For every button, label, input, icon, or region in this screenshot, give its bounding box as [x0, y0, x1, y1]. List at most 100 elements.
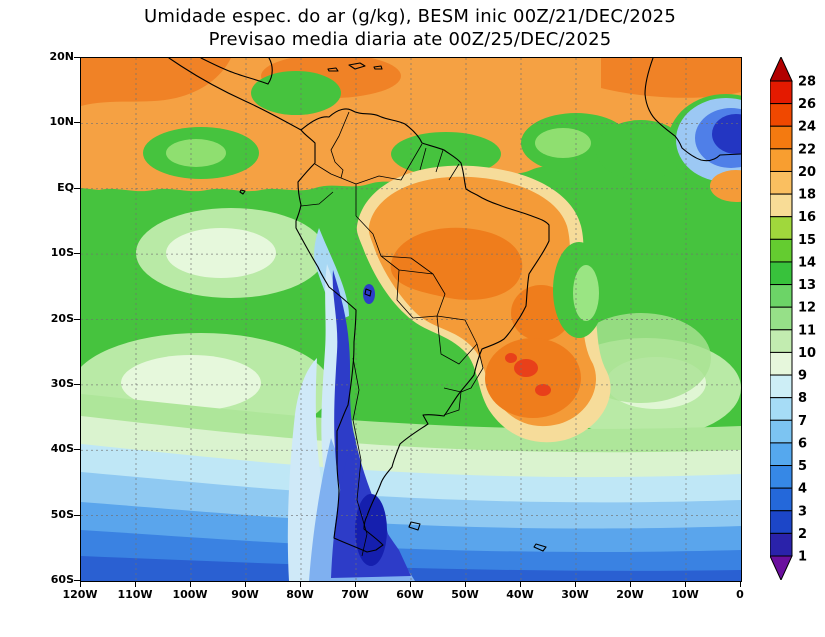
colorbar-segment: [769, 329, 793, 353]
colorbar-level-label: 26: [798, 97, 816, 112]
colorbar-segment: [769, 465, 793, 489]
colorbar-level-label: 24: [798, 120, 816, 135]
colorbar-segment: [769, 374, 793, 399]
lat-axis-tick: [74, 318, 80, 320]
colorbar-level-label: 15: [798, 233, 816, 248]
lon-axis-tick: [630, 581, 631, 587]
lon-axis-label: 40W: [506, 588, 534, 601]
lon-axis-label: 60W: [396, 588, 424, 601]
colorbar-level-label: 8: [798, 391, 807, 406]
colorbar-segment: [769, 103, 793, 127]
lon-axis-label: 100W: [172, 588, 208, 601]
colorbar-segment: [769, 238, 793, 263]
lon-axis-tick: [740, 581, 741, 587]
colorbar-bottom-arrow: [769, 555, 793, 582]
colorbar-level-label: 18: [798, 188, 816, 203]
colorbar-segment: [769, 487, 793, 512]
colorbar-level-label: 1: [798, 550, 807, 565]
lat-axis-label: EQ: [57, 180, 74, 194]
lon-axis-label: 30W: [561, 588, 589, 601]
colorbar-level-label: 13: [798, 278, 816, 293]
colorbar-segment: [769, 510, 793, 534]
lat-axis-tick: [74, 187, 80, 189]
lon-axis-tick: [80, 581, 81, 587]
colorbar-level-label: 14: [798, 255, 816, 270]
lon-axis-label: 20W: [616, 588, 644, 601]
lat-axis-tick: [74, 57, 80, 58]
colorbar-segment: [769, 306, 793, 331]
colorbar-level-label: 2: [798, 527, 807, 542]
colorbar-level-label: 3: [798, 504, 807, 519]
lon-axis-tick: [575, 581, 576, 587]
colorbar-level-label: 11: [798, 323, 816, 338]
lat-axis-tick: [74, 122, 80, 124]
lon-axis-tick: [520, 581, 521, 587]
colorbar-segment: [769, 419, 793, 444]
lon-axis-label: 90W: [231, 588, 259, 601]
lat-axis-label: 20N: [49, 50, 74, 63]
lat-axis-label: 30S: [50, 376, 74, 390]
lon-axis-tick: [190, 581, 191, 587]
lon-axis-label: 10W: [671, 588, 699, 601]
colorbar: 28 26 24 22 20 18 16 15 14 13 12 11 10 9 8 7 6 5 4 3 2 1: [769, 55, 825, 582]
colorbar-level-label: 16: [798, 210, 816, 225]
colorbar-level-label: 9: [798, 369, 807, 384]
map-plot-area: [80, 57, 742, 582]
colorbar-segment: [769, 532, 793, 557]
colorbar-segment: [769, 351, 793, 376]
lat-axis-label: 50S: [50, 507, 74, 521]
lon-axis-tick: [355, 581, 356, 587]
lat-axis-tick: [74, 383, 80, 385]
colorbar-segment: [769, 397, 793, 421]
colorbar-svg: 28 26 24 22 20 18 16 15 14 13 12 11 10 9 8 7 6 5 4 3 2 1: [769, 55, 816, 582]
lon-axis-label: 70W: [341, 588, 369, 601]
lat-axis-label: 10S: [50, 246, 74, 260]
lon-axis-label: 120W: [62, 588, 98, 601]
colorbar-segment: [769, 284, 793, 308]
lon-axis-label: 0: [736, 588, 744, 601]
colorbar-level-label: 28: [798, 75, 816, 90]
lat-axis-tick: [74, 514, 80, 516]
lon-axis-tick: [135, 581, 136, 587]
colorbar-segment: [769, 80, 793, 105]
colorbar-level-label: 4: [798, 482, 807, 497]
lat-axis-tick: [74, 253, 80, 255]
lat-axis-label: 20S: [50, 311, 74, 325]
grid-lines: [81, 58, 741, 581]
lon-axis-tick: [245, 581, 246, 587]
lon-axis-label: 110W: [117, 588, 153, 601]
country-borders: [300, 111, 484, 557]
chart-title: Umidade espec. do ar (g/kg), BESM inic 0…: [144, 6, 676, 27]
colorbar-segment: [769, 442, 793, 467]
lat-axis-label: 60S: [50, 573, 74, 586]
colorbar-level-label: 6: [798, 436, 807, 451]
lon-axis-tick: [300, 581, 301, 587]
colorbar-level-label: 7: [798, 414, 807, 429]
colorbar-segment: [769, 193, 793, 218]
colorbar-segment: [769, 125, 793, 150]
colorbar-segment: [769, 261, 793, 286]
lat-axis-tick: [74, 580, 80, 581]
colorbar-level-label: 5: [798, 459, 807, 474]
colorbar-level-label: 12: [798, 301, 816, 316]
lon-axis-tick: [685, 581, 686, 587]
humidity-field-map: [81, 58, 741, 581]
chart-subtitle: Previsao media diaria ate 00Z/25/DEC/202…: [208, 29, 612, 50]
colorbar-segment: [769, 170, 793, 195]
colorbar-level-label: 10: [798, 346, 816, 361]
lat-axis-label: 10N: [49, 115, 74, 129]
colorbar-segment: [769, 216, 793, 240]
coastline: [168, 58, 741, 553]
colorbar-segment: [769, 148, 793, 172]
lat-axis-tick: [74, 449, 80, 451]
lon-axis-tick: [410, 581, 411, 587]
lon-axis-label: 80W: [286, 588, 314, 601]
colorbar-level-label: 22: [798, 142, 816, 157]
lat-axis-label: 40S: [50, 442, 74, 456]
colorbar-level-label: 20: [798, 165, 816, 180]
lon-axis-label: 50W: [451, 588, 479, 601]
lon-axis-tick: [465, 581, 466, 587]
chart-titles: Umidade espec. do ar (g/kg), BESM inic 0…: [0, 5, 820, 51]
colorbar-top-arrow: [769, 55, 793, 82]
